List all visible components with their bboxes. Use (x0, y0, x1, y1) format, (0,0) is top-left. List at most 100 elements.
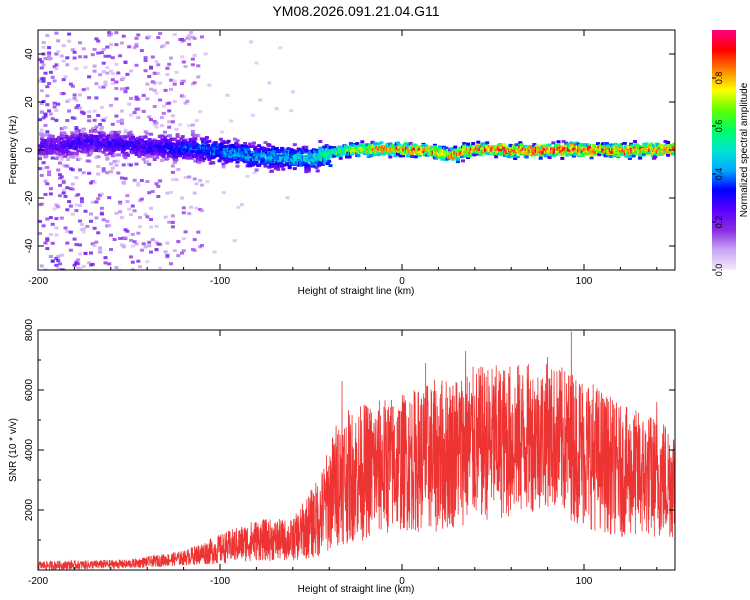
heatmap-cell (78, 132, 83, 136)
heatmap-cell (216, 153, 221, 157)
heatmap-cell (462, 144, 467, 148)
heatmap-cell (169, 78, 173, 82)
heatmap-cell (232, 239, 237, 243)
snr-x-label: Height of straight line (km) (298, 584, 415, 595)
heatmap-cell (337, 145, 342, 149)
heatmap-cell (45, 85, 50, 89)
heatmap-cell (65, 63, 70, 67)
heatmap-cell (203, 52, 208, 56)
heatmap-cell (110, 130, 115, 134)
heatmap-cell (54, 108, 59, 112)
heatmap-cell (56, 168, 61, 172)
heatmap-cell (48, 233, 53, 236)
heatmap-cell (110, 56, 115, 60)
heatmap-cell (638, 156, 643, 160)
heatmap-cell (156, 195, 161, 198)
heatmap-cell (174, 158, 179, 162)
heatmap-cell (627, 156, 632, 160)
heatmap-cell (45, 94, 50, 98)
heatmap-cell (200, 183, 204, 187)
y-tick-label: 2000 (24, 498, 35, 521)
heatmap-cell (313, 158, 318, 161)
heatmap-cell (159, 124, 164, 128)
heatmap-cell (308, 156, 313, 160)
heatmap-cell (675, 145, 679, 148)
heatmap-cell (397, 143, 402, 147)
heatmap-cell (145, 260, 150, 264)
heatmap-cell (92, 118, 97, 122)
heatmap-cell (152, 120, 157, 123)
heatmap-cell (94, 130, 99, 134)
heatmap-cell (410, 151, 414, 155)
heatmap-cell (551, 141, 556, 145)
heatmap-cell (621, 152, 626, 156)
heatmap-cell (675, 144, 679, 147)
heatmap-cell (489, 145, 493, 149)
heatmap-cell (97, 140, 102, 144)
heatmap-cell (638, 154, 643, 158)
heatmap-cell (196, 64, 201, 68)
heatmap-cell (98, 123, 103, 126)
heatmap-cell (267, 143, 272, 147)
heatmap-cell (181, 211, 186, 215)
heatmap-cell (60, 146, 65, 150)
heatmap-cell (234, 156, 239, 160)
heatmap-cell (306, 169, 311, 173)
heatmap-cell (336, 154, 341, 157)
heatmap-cell (183, 101, 188, 105)
heatmap-cell (158, 242, 163, 246)
heatmap-cell (310, 164, 315, 168)
heatmap-cell (262, 146, 267, 150)
heatmap-cell (158, 32, 163, 35)
heatmap-cell (268, 155, 273, 158)
heatmap-cell (145, 160, 149, 164)
heatmap-cell (453, 145, 458, 149)
heatmap-cell (151, 145, 156, 149)
heatmap-cell (129, 238, 133, 242)
heatmap-cell (92, 47, 97, 51)
heatmap-cell (403, 150, 408, 154)
heatmap-cell (196, 230, 201, 234)
heatmap-cell (109, 233, 113, 237)
heatmap-cell (165, 191, 170, 195)
heatmap-cell (565, 150, 570, 154)
heatmap-cell (317, 163, 321, 167)
heatmap-cell (587, 145, 592, 149)
heatmap-cell (112, 160, 117, 163)
heatmap-cell (192, 81, 197, 85)
heatmap-cell (39, 60, 44, 64)
heatmap-cell (647, 143, 651, 147)
heatmap-cell (399, 145, 404, 149)
heatmap-cell (626, 146, 631, 150)
heatmap-cell (47, 46, 52, 50)
heatmap-cell (192, 53, 197, 57)
heatmap-cell (221, 140, 226, 144)
heatmap-cell (666, 153, 671, 157)
heatmap-cell (54, 263, 59, 267)
heatmap-cell (110, 78, 115, 82)
heatmap-cell (165, 66, 170, 70)
heatmap-cell (76, 262, 81, 266)
heatmap-cell (87, 152, 92, 156)
heatmap-cell (127, 102, 132, 106)
heatmap-cell (328, 145, 333, 149)
heatmap-cell (152, 88, 157, 92)
heatmap-cell (132, 240, 137, 244)
heatmap-cell (172, 249, 177, 253)
heatmap-cell (104, 153, 109, 157)
heatmap-cell (148, 146, 153, 150)
heatmap-cell (173, 160, 177, 164)
x-tick-label: -200 (28, 576, 48, 587)
heatmap-cell (50, 259, 55, 263)
heatmap-cell (111, 144, 116, 147)
heatmap-cell (167, 109, 172, 113)
heatmap-cell (149, 218, 153, 221)
heatmap-cell (109, 43, 113, 47)
heatmap-cell (175, 133, 180, 137)
heatmap-cell (269, 169, 274, 173)
heatmap-cell (170, 214, 175, 218)
heatmap-cell (459, 155, 464, 159)
heatmap-cell (61, 92, 66, 96)
heatmap-cell (134, 44, 139, 48)
heatmap-cell (675, 142, 679, 145)
